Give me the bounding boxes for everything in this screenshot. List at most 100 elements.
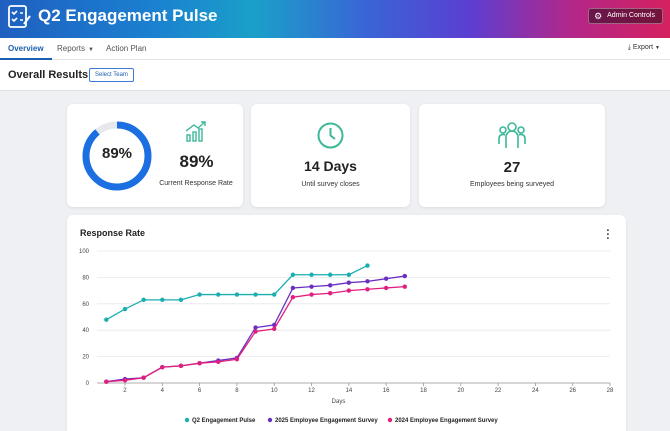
- x-tick-label: 28: [607, 388, 614, 394]
- legend-label: 2024 Employee Engagement Survey: [395, 418, 498, 424]
- y-tick-label: 60: [82, 302, 89, 308]
- tab-overview[interactable]: Overview: [0, 38, 52, 60]
- chevron-down-icon: ▼: [88, 47, 94, 53]
- data-point: [346, 280, 352, 285]
- tab-overview-label: Overview: [8, 44, 44, 53]
- tab-action-plan-label: Action Plan: [106, 44, 147, 53]
- page-header: Overall Results Select Team: [0, 60, 670, 91]
- tab-action-plan[interactable]: Action Plan: [106, 38, 146, 60]
- data-point: [383, 276, 389, 281]
- data-point: [234, 357, 240, 362]
- legend-label: 2025 Employee Engagement Survey: [275, 418, 378, 424]
- data-point: [327, 291, 333, 296]
- x-tick-label: 16: [383, 388, 390, 394]
- data-point: [197, 292, 202, 297]
- download-icon: ⤓: [627, 44, 631, 51]
- data-point: [365, 287, 370, 292]
- x-tick-label: 8: [235, 388, 239, 394]
- page-title: Overall Results: [8, 69, 89, 81]
- x-tick-label: 4: [161, 388, 165, 394]
- y-tick-label: 100: [79, 249, 90, 255]
- x-tick-label: 14: [345, 388, 352, 394]
- data-point: [365, 263, 370, 268]
- data-point: [122, 306, 128, 312]
- x-tick-label: 20: [457, 388, 464, 394]
- clock-icon: [316, 121, 345, 155]
- data-point: [402, 284, 407, 289]
- tab-reports-label: Reports: [57, 44, 86, 53]
- checklist-logo-icon: [6, 4, 32, 30]
- employees-caption: Employees being surveyed: [469, 181, 555, 188]
- data-point: [197, 361, 202, 366]
- x-tick-label: 24: [532, 388, 539, 394]
- app-title: Q2 Engagement Pulse: [38, 6, 218, 25]
- more-options-icon[interactable]: · · ·: [606, 225, 610, 245]
- legend-label: Q2 Engagement Pulse: [192, 418, 256, 424]
- data-point: [141, 297, 146, 303]
- data-point: [160, 297, 165, 303]
- chevron-down-icon: ▼: [655, 45, 660, 51]
- y-tick-label: 0: [86, 381, 90, 387]
- export-button[interactable]: ⤓ Export ▼: [628, 44, 660, 52]
- chart-title: Response Rate: [80, 228, 146, 238]
- data-point: [160, 364, 165, 370]
- data-point: [104, 317, 109, 322]
- data-point: [309, 272, 314, 277]
- data-point: [327, 272, 333, 277]
- data-point: [122, 378, 128, 383]
- data-point: [234, 292, 240, 297]
- data-point: [272, 326, 277, 332]
- data-point: [309, 284, 314, 289]
- data-point: [253, 329, 258, 334]
- employees-value: 27: [503, 159, 521, 176]
- select-team-button[interactable]: Select Team: [89, 68, 134, 82]
- x-axis-label: Days: [332, 399, 346, 405]
- tab-reports[interactable]: Reports ▼: [57, 38, 94, 60]
- response-rate-card: 89% 89% Current Response Rate: [67, 104, 243, 207]
- response-rate-value: 89%: [179, 152, 214, 171]
- data-point: [253, 325, 258, 330]
- data-point: [290, 272, 296, 277]
- admin-controls-button[interactable]: ⚙ Admin Controls: [588, 8, 663, 24]
- response-rate-caption: Current Response Rate: [159, 180, 233, 187]
- series-line: [106, 285, 405, 383]
- data-point: [290, 295, 296, 300]
- days-remaining-value: 14 Days: [304, 158, 357, 174]
- data-point: [216, 292, 221, 297]
- legend-marker: [387, 417, 393, 423]
- gear-icon: ⚙: [594, 11, 603, 21]
- data-point: [290, 285, 296, 291]
- app-header: Q2 Engagement Pulse ⚙ Admin Controls: [0, 0, 670, 38]
- response-ring-chart: [82, 121, 152, 191]
- people-group-icon: [496, 120, 528, 155]
- y-tick-label: 20: [82, 355, 89, 361]
- trend-chart-icon: [184, 121, 208, 148]
- data-point: [327, 283, 333, 288]
- tab-bar: Overview Reports ▼ Action Plan ⤓ Export ▼: [0, 38, 670, 60]
- x-tick-label: 26: [569, 388, 576, 394]
- admin-controls-label: Admin Controls: [607, 12, 655, 19]
- legend-marker: [267, 417, 273, 423]
- ring-value: 89%: [101, 145, 133, 162]
- data-point: [402, 273, 407, 279]
- data-point: [365, 279, 370, 284]
- days-remaining-card: 14 Days Until survey closes: [251, 104, 410, 207]
- data-point: [253, 292, 258, 297]
- data-point: [141, 375, 146, 380]
- x-tick-label: 2: [123, 388, 127, 394]
- y-tick-label: 80: [82, 275, 89, 281]
- x-tick-label: 10: [271, 388, 278, 394]
- days-remaining-caption: Until survey closes: [301, 181, 360, 188]
- x-tick-label: 12: [308, 388, 315, 394]
- export-label: Export: [632, 44, 654, 51]
- data-point: [178, 297, 184, 303]
- x-tick-label: 6: [198, 388, 202, 394]
- data-point: [346, 272, 352, 277]
- data-point: [346, 288, 352, 293]
- data-point: [178, 363, 184, 369]
- x-tick-label: 18: [420, 388, 427, 394]
- data-point: [309, 292, 314, 297]
- data-point: [272, 292, 277, 297]
- employees-card: 27 Employees being surveyed: [419, 104, 605, 207]
